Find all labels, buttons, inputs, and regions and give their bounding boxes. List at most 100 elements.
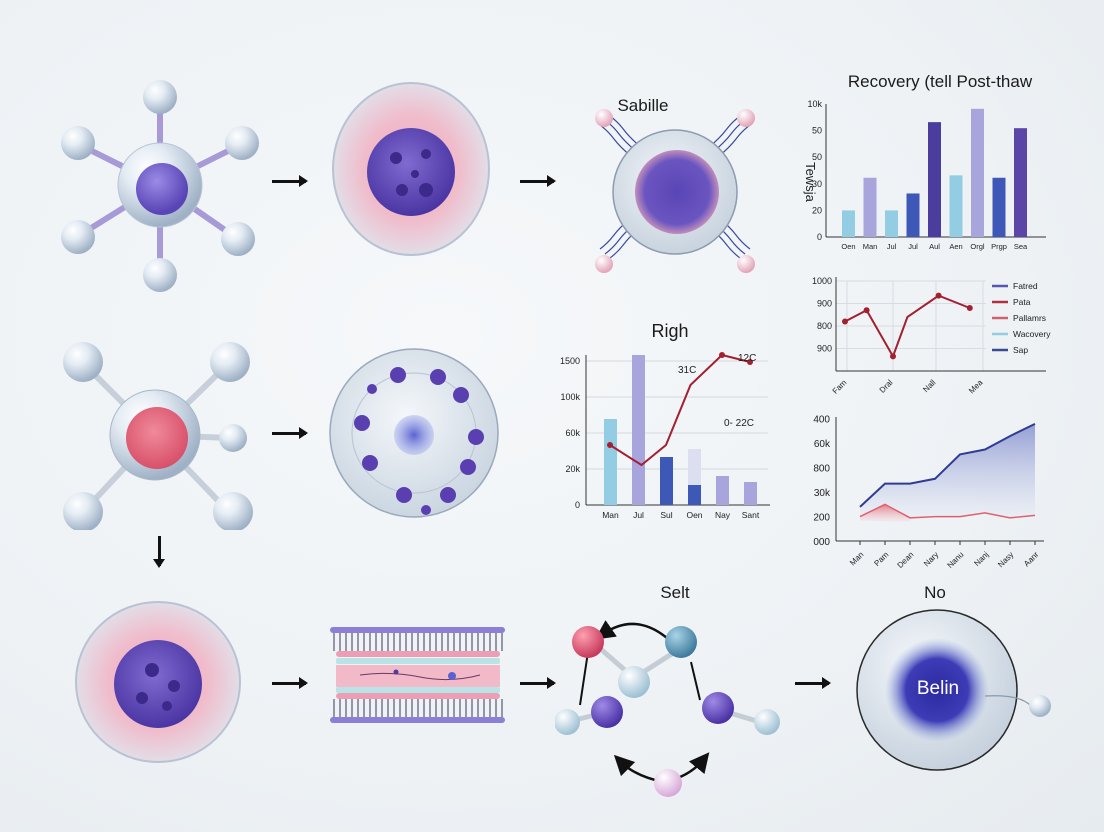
area-fill <box>860 423 1035 518</box>
x-tick: Man <box>863 242 878 251</box>
righ-combo-chart: Righ 0 20k 60k 100k 1500 Man Jul Sul Oen Nay Sant 3… <box>560 315 780 525</box>
y-tick: 50 <box>812 152 822 162</box>
y-tick: 20 <box>812 205 822 215</box>
x-tick: Nall <box>921 378 937 394</box>
y-tick: 900 <box>817 299 832 309</box>
belin-sphere: Belin <box>855 608 1055 773</box>
x-tick: Jul <box>908 242 918 251</box>
y-tick: 60k <box>814 439 831 450</box>
x-tick: Oen <box>686 510 702 520</box>
y-tick: 100k <box>560 392 580 402</box>
y-tick: 20k <box>565 464 580 474</box>
y-tick: 0 <box>817 232 822 242</box>
membrane-bilayer-art <box>330 627 505 723</box>
x-tick: Sea <box>1014 242 1028 251</box>
data-point <box>890 353 896 360</box>
x-tick: Aen <box>949 242 962 251</box>
y-tick: 50 <box>812 126 822 136</box>
y-tick: 800 <box>813 464 830 475</box>
bar <box>744 482 757 505</box>
x-tick: Jul <box>633 510 644 520</box>
data-point <box>935 292 942 299</box>
flow-arrow-right <box>272 427 308 439</box>
x-tick: Nary <box>922 550 940 568</box>
belin-sphere-label: No <box>924 583 946 602</box>
bottom-cell-art <box>75 601 241 763</box>
bar <box>971 108 984 237</box>
bar <box>949 175 963 237</box>
y-tick: 400 <box>813 415 830 426</box>
hexa-molecule-art <box>61 80 259 292</box>
line-plot: 1000 900 800 900 Fam Dral Nall Mea Fatred Pata Pal… <box>812 276 1051 396</box>
y-tick: 10k <box>807 99 822 109</box>
y-tick: 30 <box>812 179 822 189</box>
molecule-cycle <box>554 600 795 810</box>
bar <box>716 476 729 505</box>
membrane-bilayer <box>330 625 505 725</box>
x-tick: Orgl <box>970 242 985 251</box>
y-tick: 60k <box>565 428 580 438</box>
x-tick: Dean <box>896 550 916 570</box>
line-series <box>859 503 1036 519</box>
area-plot: 000 200 30k 800 60k 400 Man Pam Dean Nary Nanu Nanj… <box>813 415 1044 570</box>
hexa-molecule <box>50 75 270 295</box>
tetra-molecule-art <box>63 342 253 532</box>
y-tick: 000 <box>813 537 830 548</box>
bar <box>992 177 1006 237</box>
bar <box>688 485 701 505</box>
x-tick: Aanr <box>1022 550 1041 569</box>
line-series <box>609 353 751 467</box>
legend-label: Pallamrs <box>1013 313 1046 323</box>
recovery-bar-plot: 0 20 30 50 50 10k Tewsja Oen Man Jul Jul Aul Aen Orgl… <box>803 99 1046 251</box>
x-tick: Fam <box>831 378 849 395</box>
stabilized-cell-art <box>595 109 755 273</box>
x-tick: Pam <box>872 550 890 568</box>
bar <box>660 457 673 505</box>
annotation: 12C <box>738 353 756 364</box>
x-tick: Oen <box>841 242 855 251</box>
x-tick: Jul <box>887 242 897 251</box>
molecule-cycle-art <box>554 620 780 797</box>
x-tick: Nasy <box>996 550 1015 569</box>
recovery-bar-chart: Recovery (tell Post-thaw 0 20 30 50 50 10k Tew… <box>790 60 1090 260</box>
x-tick: Mea <box>967 378 985 395</box>
bar <box>604 419 617 505</box>
y-tick: 900 <box>817 344 832 354</box>
flow-arrow-right <box>795 677 831 689</box>
data-point <box>966 305 973 311</box>
bar <box>906 193 920 237</box>
x-tick: Nanu <box>946 550 966 570</box>
line-series <box>859 422 1036 508</box>
flow-arrow-down <box>153 536 165 568</box>
y-tick: 30k <box>814 488 831 499</box>
y-tick: 0 <box>575 500 580 510</box>
tetra-molecule <box>55 330 255 532</box>
bar <box>928 122 941 237</box>
y-axis-label: Tewsja <box>803 162 818 203</box>
area-chart: 000 200 30k 800 60k 400 Man Pam Dean Nary Nanu Nanj… <box>790 405 1050 575</box>
x-tick: Man <box>602 510 619 520</box>
bar <box>842 210 855 237</box>
y-tick: 800 <box>817 321 832 331</box>
x-tick: Dral <box>878 378 895 395</box>
molecule-cycle-label: Selt <box>660 583 690 602</box>
annotation: 0- 22C <box>724 418 754 429</box>
stabilized-cell <box>580 92 770 282</box>
sphere-core-label: Belin <box>916 678 960 699</box>
annotation: 31C <box>678 365 696 376</box>
flow-arrow-right <box>520 175 556 187</box>
stabilized-cell-label: Sabille <box>617 96 669 115</box>
data-point <box>842 318 848 325</box>
line-series <box>844 294 971 359</box>
data-point <box>863 307 870 314</box>
line-chart-with-legend: 1000 900 800 900 Fam Dral Nall Mea Fatred Pata Pal… <box>790 265 1090 396</box>
bar <box>863 177 877 237</box>
pink-nucleus-cell <box>330 78 492 260</box>
y-tick: 1000 <box>812 276 832 286</box>
pink-nucleus-cell-art <box>332 82 490 256</box>
legend-label: Wacovery <box>1013 329 1051 339</box>
x-tick: Sant <box>742 510 760 520</box>
flow-arrow-right <box>520 677 556 689</box>
bar <box>885 210 898 237</box>
bar <box>1014 128 1027 237</box>
